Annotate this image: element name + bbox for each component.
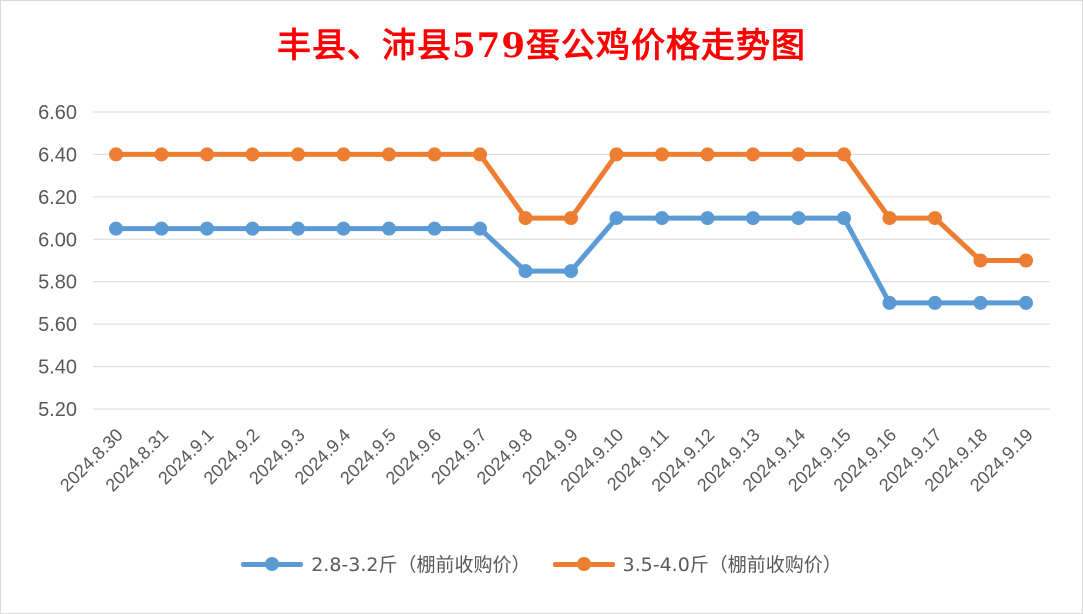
series-line-2 bbox=[113, 151, 1029, 263]
data-point-series-1 bbox=[882, 295, 897, 310]
data-point-series-2 bbox=[154, 147, 169, 162]
data-point-series-1 bbox=[473, 221, 487, 236]
legend-marker-series-1 bbox=[241, 556, 304, 571]
data-point-series-2 bbox=[791, 147, 806, 162]
data-point-series-1 bbox=[564, 264, 578, 279]
y-tick-label: 5.80 bbox=[38, 272, 77, 294]
chart-legend: 2.8-3.2斤（棚前收购价） 3.5-4.0斤（棚前收购价） bbox=[0, 550, 1083, 577]
data-point-series-2 bbox=[837, 147, 851, 162]
data-point-series-2 bbox=[427, 147, 442, 162]
data-point-series-1 bbox=[837, 211, 851, 226]
y-tick-label: 5.20 bbox=[38, 399, 77, 421]
data-point-series-2 bbox=[973, 253, 988, 268]
data-point-series-2 bbox=[109, 147, 123, 162]
data-point-series-2 bbox=[336, 147, 351, 162]
data-point-series-1 bbox=[791, 211, 806, 226]
data-point-series-1 bbox=[291, 221, 305, 236]
y-tick-label: 6.00 bbox=[38, 229, 77, 251]
data-point-series-1 bbox=[973, 295, 988, 310]
data-point-series-1 bbox=[1019, 295, 1033, 310]
data-point-series-2 bbox=[746, 147, 760, 162]
data-point-series-2 bbox=[564, 211, 578, 226]
data-point-series-2 bbox=[700, 147, 715, 162]
data-point-series-1 bbox=[200, 221, 214, 236]
chart-title: 丰县、沛县579蛋公鸡价格走势图 bbox=[277, 26, 806, 66]
data-point-series-1 bbox=[427, 221, 442, 236]
legend-item-series-2[interactable]: 3.5-4.0斤（棚前收购价） bbox=[552, 550, 842, 577]
y-tick-label: 5.60 bbox=[38, 314, 77, 336]
data-point-series-1 bbox=[382, 221, 396, 236]
data-point-series-1 bbox=[746, 211, 760, 226]
data-point-series-2 bbox=[928, 211, 942, 226]
data-point-series-1 bbox=[609, 211, 624, 226]
data-point-series-2 bbox=[245, 147, 260, 162]
data-point-series-2 bbox=[655, 147, 669, 162]
data-point-series-2 bbox=[382, 147, 396, 162]
data-point-series-1 bbox=[518, 264, 533, 279]
data-point-series-1 bbox=[928, 295, 942, 310]
legend-label-series-2: 3.5-4.0斤（棚前收购价） bbox=[622, 554, 842, 576]
legend-label-series-1: 2.8-3.2斤（棚前收购价） bbox=[311, 554, 531, 576]
data-point-series-1 bbox=[655, 211, 669, 226]
data-point-series-2 bbox=[200, 147, 214, 162]
legend-item-series-1[interactable]: 2.8-3.2斤（棚前收购价） bbox=[241, 550, 531, 577]
y-tick-label: 6.20 bbox=[38, 187, 77, 209]
legend-marker-series-2 bbox=[552, 556, 615, 571]
data-point-series-2 bbox=[291, 147, 305, 162]
y-tick-label: 6.40 bbox=[38, 144, 77, 166]
y-tick-label: 5.40 bbox=[38, 357, 77, 379]
data-point-series-1 bbox=[109, 221, 123, 236]
data-point-series-1 bbox=[154, 221, 169, 236]
data-point-series-2 bbox=[1019, 253, 1033, 268]
data-point-series-1 bbox=[245, 221, 260, 236]
data-point-series-2 bbox=[518, 211, 533, 226]
y-tick-label: 6.60 bbox=[38, 102, 77, 124]
data-point-series-2 bbox=[609, 147, 624, 162]
data-point-series-1 bbox=[700, 211, 715, 226]
data-point-series-2 bbox=[473, 147, 487, 162]
data-point-series-2 bbox=[882, 211, 897, 226]
data-point-series-1 bbox=[336, 221, 351, 236]
